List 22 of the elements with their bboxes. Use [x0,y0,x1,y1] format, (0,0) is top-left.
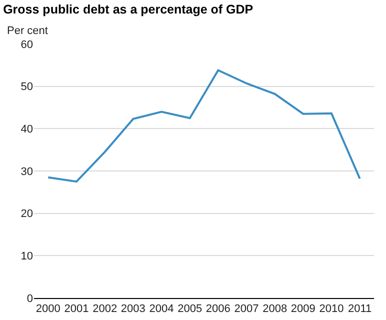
x-tick-label: 2005 [178,303,202,316]
y-tick-label: 60 [20,38,33,51]
x-tick-label: 2007 [234,303,259,316]
x-tick-label: 2004 [149,303,174,316]
x-tick-label: 2008 [262,303,288,316]
y-tick-label: 30 [20,166,33,178]
x-tick-label: 2001 [64,303,89,316]
x-tick-label: 2006 [206,303,230,316]
line-series [47,69,361,183]
y-tick-label: 50 [20,81,33,94]
y-tick-label: 20 [20,208,33,220]
y-tick-label: 40 [20,124,33,136]
y-axis-title: Per cent [7,25,48,37]
y-tick-label: 10 [20,250,33,263]
x-tick-label: 2010 [319,303,344,316]
x-tick-label: 2002 [92,303,118,316]
x-tick-label: 2009 [290,303,316,316]
chart-title: Gross public debt as a percentage of GDP [3,2,254,17]
x-tick-label: 2000 [36,303,60,316]
y-tick-label: 0 [26,292,33,305]
x-tick-label: 2011 [348,303,372,316]
x-tick-label: 2003 [120,303,146,316]
